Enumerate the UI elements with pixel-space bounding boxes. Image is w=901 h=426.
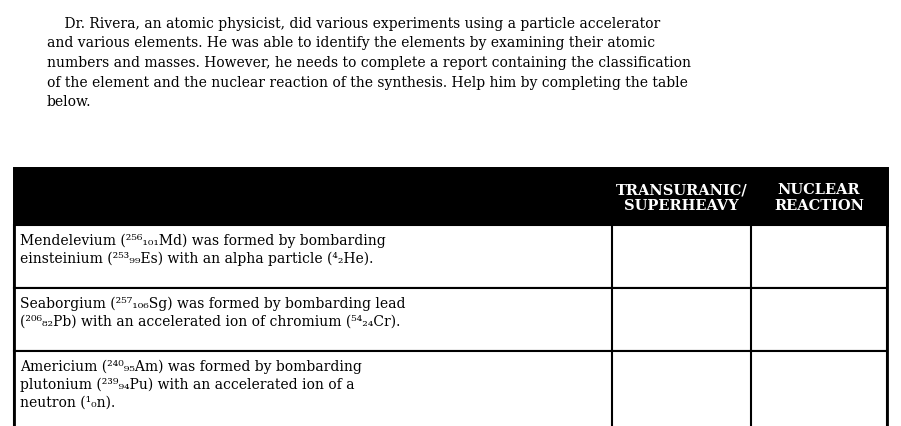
Text: (²⁰⁶₈₂Pb) with an accelerated ion of chromium (⁵⁴₂₄Cr).: (²⁰⁶₈₂Pb) with an accelerated ion of chr… (20, 314, 400, 328)
Text: einsteinium (²⁵³₉₉Es) with an alpha particle (⁴₂He).: einsteinium (²⁵³₉₉Es) with an alpha part… (20, 251, 373, 266)
Text: numbers and masses. However, he needs to complete a report containing the classi: numbers and masses. However, he needs to… (47, 56, 691, 70)
Text: TRANSURANIC/: TRANSURANIC/ (615, 183, 747, 197)
Text: Mendelevium (²⁵⁶₁₀₁Md) was formed by bombarding: Mendelevium (²⁵⁶₁₀₁Md) was formed by bom… (20, 233, 386, 248)
Bar (14, 169, 887, 225)
Text: SUPERHEAVY: SUPERHEAVY (624, 199, 739, 213)
Text: Dr. Rivera, an atomic physicist, did various experiments using a particle accele: Dr. Rivera, an atomic physicist, did var… (47, 17, 660, 31)
Text: plutonium (²³⁹₉₄Pu) with an accelerated ion of a: plutonium (²³⁹₉₄Pu) with an accelerated … (20, 377, 354, 391)
Text: neutron (¹₀n).: neutron (¹₀n). (20, 395, 115, 409)
Text: REACTION: REACTION (774, 199, 864, 213)
Text: NUCLEAR: NUCLEAR (778, 183, 860, 197)
Text: Seaborgium (²⁵⁷₁₀₆Sg) was formed by bombarding lead: Seaborgium (²⁵⁷₁₀₆Sg) was formed by bomb… (20, 296, 405, 311)
Text: below.: below. (47, 95, 92, 109)
Bar (14, 351, 887, 426)
Text: of the element and the nuclear reaction of the synthesis. Help him by completing: of the element and the nuclear reaction … (47, 75, 687, 89)
Bar (14, 169, 887, 426)
Bar (14, 288, 887, 351)
Text: Americium (²⁴⁰₉₅Am) was formed by bombarding: Americium (²⁴⁰₉₅Am) was formed by bombar… (20, 359, 362, 374)
Text: and various elements. He was able to identify the elements by examining their at: and various elements. He was able to ide… (47, 36, 655, 50)
Bar (14, 225, 887, 288)
